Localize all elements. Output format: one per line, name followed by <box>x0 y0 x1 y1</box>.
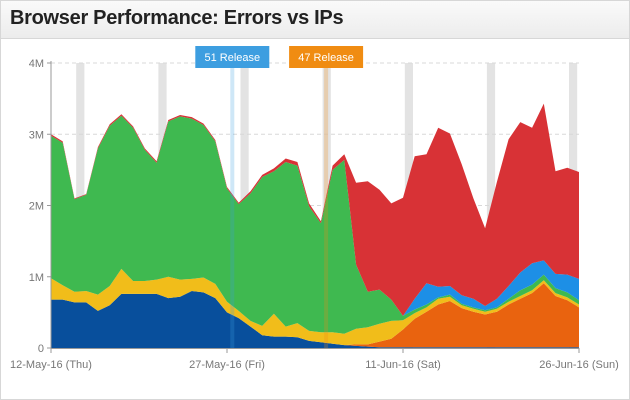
release-line <box>230 61 235 348</box>
y-tick-label: 4M <box>29 58 44 70</box>
release-line <box>324 61 329 348</box>
release-flag <box>195 46 270 68</box>
y-tick-label: 0 <box>38 343 44 355</box>
release-label: 51 Release <box>204 52 260 64</box>
x-tick-label: 26-Jun-16 (Sun) <box>539 359 619 371</box>
x-tick-label: 27-May-16 (Fri) <box>189 359 265 371</box>
y-tick-label: 2M <box>29 201 44 213</box>
series-area-1 <box>51 283 579 348</box>
x-tick-label: 11-Jun-16 (Sat) <box>365 359 441 371</box>
chart-title: Browser Performance: Errors vs IPs <box>10 7 344 29</box>
y-tick-label: 3M <box>29 129 44 141</box>
series-area-5 <box>51 103 579 316</box>
panel-header: Browser Performance: Errors vs IPs <box>1 1 629 39</box>
series-area-0 <box>51 291 579 348</box>
x-tick-label: 12-May-16 (Thu) <box>10 359 92 371</box>
series-areas <box>51 103 579 348</box>
release-label: 47 Release <box>298 52 354 64</box>
release-markers: 51 Release 47 Release <box>195 46 364 348</box>
axes: 0 1M 2M 3M 4M 12-May-16 (Thu) 27-May-16 (Fri) 1… <box>10 58 619 371</box>
release-flag <box>289 46 364 68</box>
series-area-3 <box>51 115 579 334</box>
y-tick-label: 1M <box>29 272 44 284</box>
series-area-2 <box>51 268 579 346</box>
